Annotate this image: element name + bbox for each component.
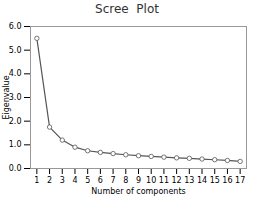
svg-text:17: 17 (235, 176, 245, 185)
svg-text:6: 6 (98, 176, 103, 185)
svg-text:12: 12 (172, 176, 182, 185)
svg-text:2: 2 (47, 176, 52, 185)
svg-text:4: 4 (72, 176, 77, 185)
svg-text:0.0: 0.0 (9, 164, 22, 173)
svg-text:1.0: 1.0 (9, 140, 22, 149)
svg-text:10: 10 (146, 176, 156, 185)
svg-text:5.0: 5.0 (9, 46, 22, 55)
svg-text:9: 9 (136, 176, 141, 185)
html-text:Scree Plot: Scree Plot (95, 2, 159, 16)
svg-text:1: 1 (34, 176, 39, 185)
svg-text:7: 7 (111, 176, 116, 185)
svg-text:8: 8 (123, 176, 128, 185)
svg-text:13: 13 (184, 176, 194, 185)
svg-text:2.0: 2.0 (8, 116, 22, 126)
svg-text:3: 3 (60, 176, 65, 185)
svg-text:Number of components: Number of components (91, 187, 185, 196)
svg-text:6.0: 6.0 (9, 22, 22, 31)
svg-text:16: 16 (222, 176, 232, 185)
svg-text:11: 11 (159, 176, 169, 185)
svg-text:3.0: 3.0 (8, 93, 22, 103)
svg-text:4.0: 4.0 (8, 69, 22, 79)
svg-text:Eigenvalue: Eigenvalue (2, 75, 11, 119)
svg-text:15: 15 (210, 176, 220, 185)
svg-text:5: 5 (85, 176, 90, 185)
svg-text:14: 14 (197, 176, 207, 185)
